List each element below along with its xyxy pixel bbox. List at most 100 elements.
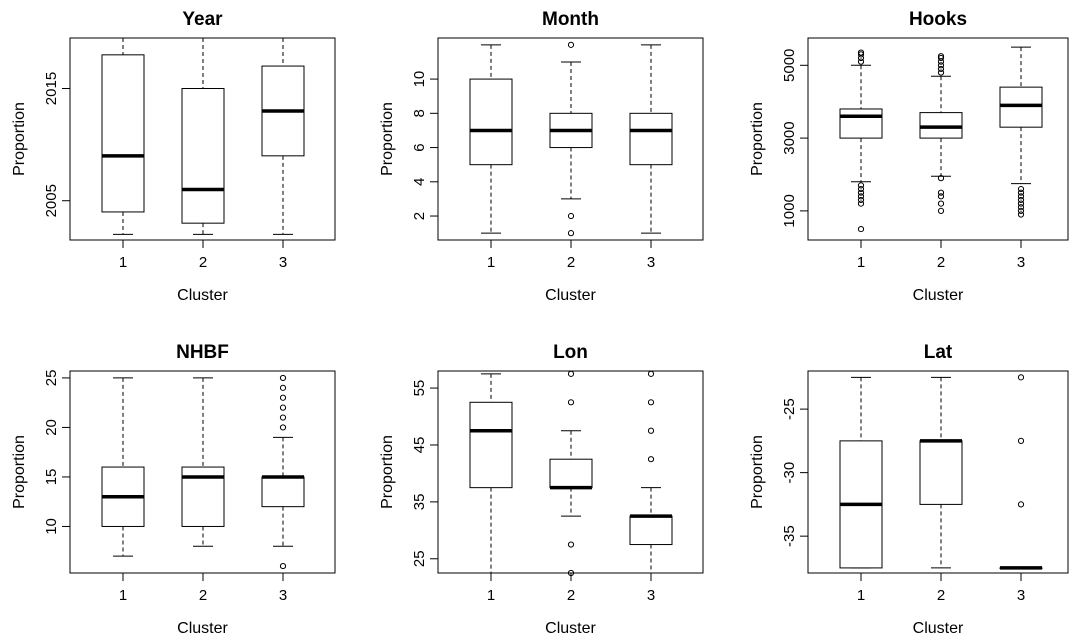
y-tick-label: 2005 bbox=[43, 184, 60, 217]
x-tick-label: 2 bbox=[567, 587, 575, 604]
x-tick-label: 1 bbox=[857, 587, 865, 604]
y-tick-label: 10 bbox=[43, 518, 60, 535]
x-tick-label: 3 bbox=[1017, 254, 1025, 271]
outlier-point bbox=[857, 189, 865, 196]
panel-year: Year Cluster Proportion 2005 2015 1 2 3 bbox=[11, 9, 336, 304]
outlier-point bbox=[857, 51, 865, 58]
x-tick-label: 3 bbox=[647, 587, 655, 604]
outlier-point bbox=[279, 394, 287, 401]
iqr-box bbox=[629, 112, 673, 166]
outlier-point bbox=[1017, 193, 1025, 200]
iqr-box bbox=[469, 401, 513, 489]
iqr-box bbox=[629, 515, 673, 546]
outlier-point bbox=[567, 41, 575, 48]
x-tick-label: 2 bbox=[937, 587, 945, 604]
outlier-point bbox=[567, 230, 575, 237]
y-tick-label: 25 bbox=[411, 550, 428, 567]
y-tick-label: 25 bbox=[43, 370, 60, 387]
x-tick-label: 2 bbox=[937, 254, 945, 271]
iqr-box bbox=[469, 78, 513, 166]
outlier-point bbox=[937, 69, 945, 76]
outlier-point bbox=[279, 384, 287, 391]
outlier-point bbox=[1017, 196, 1025, 204]
y-tick-label: 2 bbox=[411, 212, 428, 220]
iqr-box bbox=[919, 112, 963, 139]
panel-title: Lon bbox=[553, 342, 588, 363]
outlier-point bbox=[937, 189, 945, 196]
iqr-box bbox=[839, 108, 883, 139]
y-tick-label: 5000 bbox=[781, 49, 798, 82]
x-tick-label: 1 bbox=[119, 587, 127, 604]
iqr-box bbox=[101, 54, 145, 213]
outlier-point bbox=[1017, 207, 1025, 214]
outlier-point bbox=[937, 65, 945, 73]
outlier-point bbox=[279, 414, 287, 421]
outlier-point bbox=[1017, 200, 1025, 207]
panel-title: Month bbox=[542, 9, 599, 30]
x-axis-label: Cluster bbox=[913, 287, 964, 304]
y-tick-label: -25 bbox=[781, 398, 798, 420]
y-tick-label: 15 bbox=[43, 469, 60, 486]
outlier-point bbox=[937, 53, 945, 60]
panel-title: Lat bbox=[924, 342, 953, 363]
y-tick-label: 45 bbox=[411, 437, 428, 454]
y-tick-label: 8 bbox=[411, 109, 428, 117]
outlier-point bbox=[1017, 437, 1025, 444]
panel-title: Hooks bbox=[909, 9, 967, 30]
outlier-point bbox=[937, 175, 945, 182]
x-tick-label: 1 bbox=[487, 587, 495, 604]
outlier-point bbox=[1017, 189, 1025, 196]
outlier-point bbox=[567, 569, 575, 577]
outlier-point bbox=[857, 200, 865, 207]
outlier-point bbox=[937, 54, 945, 62]
y-tick-label: 55 bbox=[411, 380, 428, 397]
x-tick-label: 1 bbox=[119, 254, 127, 271]
y-tick-label: 1000 bbox=[781, 194, 798, 227]
y-tick-label: 35 bbox=[411, 494, 428, 511]
outlier-point bbox=[1017, 374, 1025, 381]
y-tick-label: 3000 bbox=[781, 121, 798, 154]
y-axis-label: Proportion bbox=[379, 435, 396, 509]
y-tick-label: 6 bbox=[411, 143, 428, 151]
outlier-point bbox=[1017, 185, 1025, 193]
plot-frame bbox=[807, 370, 1069, 574]
x-axis-label: Cluster bbox=[545, 287, 596, 304]
y-tick-label: 4 bbox=[411, 178, 428, 186]
y-axis-label: Proportion bbox=[749, 435, 766, 509]
x-axis-label: Cluster bbox=[177, 287, 228, 304]
outlier-point bbox=[1017, 501, 1025, 508]
panel-lon: Lon Cluster Proportion 25 35 45 55 1 2 3 bbox=[379, 342, 704, 637]
x-tick-label: 3 bbox=[279, 587, 287, 604]
outlier-point bbox=[279, 404, 287, 411]
x-tick-label: 1 bbox=[857, 254, 865, 271]
y-axis-label: Proportion bbox=[11, 435, 28, 509]
iqr-box bbox=[919, 440, 963, 505]
outlier-point bbox=[279, 374, 287, 382]
y-tick-label: -35 bbox=[781, 525, 798, 547]
panel-nhbf: NHBF Cluster Proportion 10 15 20 25 1 2 3 bbox=[11, 342, 336, 637]
outlier-point bbox=[857, 58, 865, 65]
outlier-point bbox=[279, 424, 287, 431]
outlier-point bbox=[647, 456, 655, 463]
outlier-point bbox=[937, 193, 945, 200]
x-axis-label: Cluster bbox=[177, 620, 228, 637]
outlier-point bbox=[647, 427, 655, 434]
iqr-box bbox=[549, 458, 593, 489]
outlier-point bbox=[647, 370, 655, 377]
iqr-box bbox=[261, 476, 305, 508]
x-tick-label: 2 bbox=[567, 254, 575, 271]
panel-lat: Lat Cluster Proportion -35 -30 -25 1 2 3 bbox=[749, 342, 1069, 637]
x-axis-label: Cluster bbox=[913, 620, 964, 637]
x-tick-label: 2 bbox=[199, 254, 207, 271]
panel-hooks: Hooks Cluster Proportion 1000 3000 5000 1 2 3 bbox=[749, 9, 1069, 304]
x-tick-label: 3 bbox=[647, 254, 655, 271]
x-tick-label: 2 bbox=[199, 587, 207, 604]
outlier-point bbox=[567, 399, 575, 406]
x-tick-label: 3 bbox=[279, 254, 287, 271]
outlier-point bbox=[567, 370, 575, 377]
outlier-point bbox=[857, 182, 865, 189]
outlier-point bbox=[1017, 204, 1025, 211]
outlier-point bbox=[647, 399, 655, 406]
